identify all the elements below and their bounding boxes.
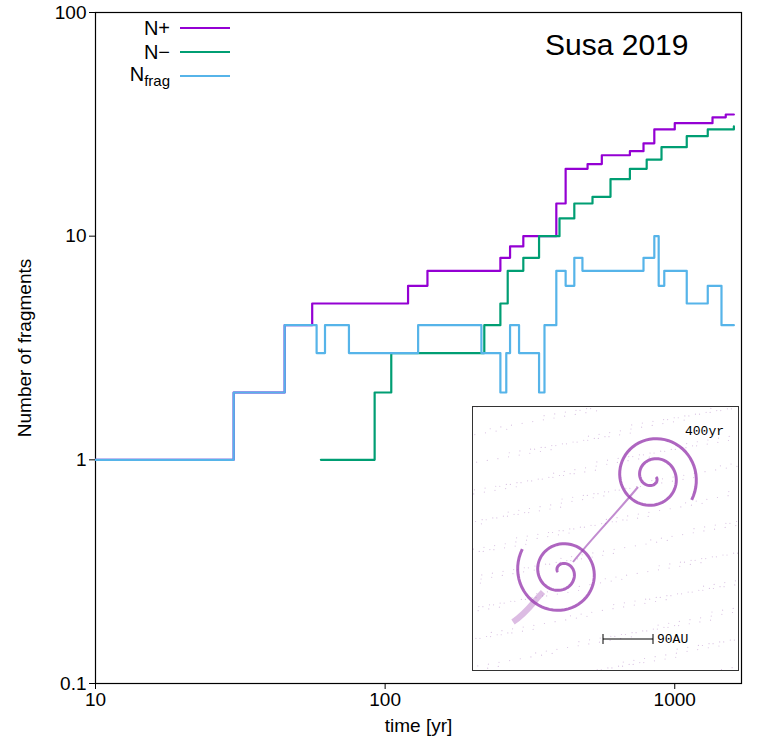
svg-text:Number of fragments: Number of fragments: [14, 259, 35, 437]
svg-text:100: 100: [55, 2, 87, 23]
svg-text:1: 1: [76, 449, 87, 470]
svg-text:10: 10: [85, 689, 106, 710]
svg-text:1000: 1000: [654, 689, 696, 710]
html-text:N+: N+: [143, 16, 170, 39]
svg-text:10: 10: [65, 225, 86, 246]
html-text:Nfrag: Nfrag: [129, 63, 170, 89]
html-text:Susa 2019: Susa 2019: [545, 28, 689, 61]
svg-text:400yr: 400yr: [685, 424, 724, 439]
svg-text:0.1: 0.1: [60, 673, 86, 694]
svg-text:time [yr]: time [yr]: [385, 715, 453, 736]
svg-text:100: 100: [369, 689, 401, 710]
html-text:N−: N−: [143, 40, 170, 63]
svg-text:90AU: 90AU: [657, 632, 688, 647]
